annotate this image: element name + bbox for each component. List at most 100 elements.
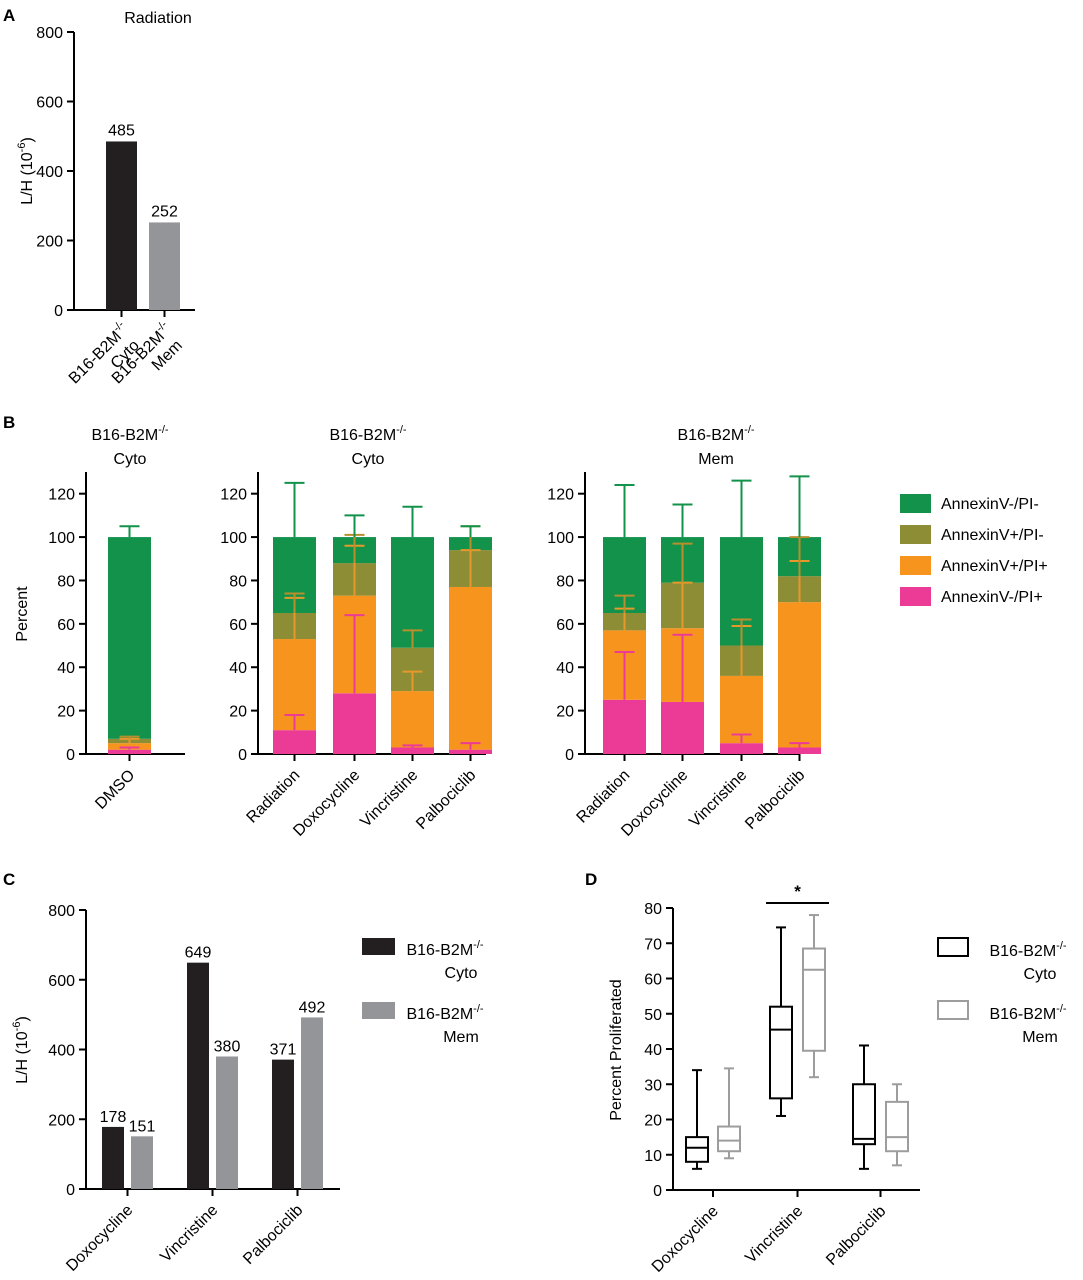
panel-c-data-label: 380	[214, 1038, 241, 1055]
panel-d-legend-label-line2: Cyto	[1024, 966, 1057, 983]
panel-d-legend-label-main: B16-B2M	[989, 1006, 1056, 1023]
panel-b-y-tick-label: 100	[220, 530, 247, 547]
panel-c-y-tick-label: 800	[48, 903, 75, 920]
panel-b-y-tick-label: 0	[565, 747, 574, 764]
panel-b-legend-label: AnnexinV-/PI+	[941, 589, 1043, 606]
panel-c-legend-label-main: B16-B2M	[406, 1006, 473, 1023]
panel-b: BPercentB16-B2M-/-Cyto020406080100120DMS…	[3, 413, 1048, 840]
panel-b-subplot-title-main: B16-B2M	[91, 427, 158, 444]
panel-d-y-tick-label: 40	[644, 1042, 662, 1059]
panel-c-bar	[131, 1136, 153, 1189]
panel-b-y-tick-label: 60	[229, 617, 247, 634]
panel-b-stack-segment	[449, 749, 492, 754]
panel-d-legend-label-line2: Mem	[1022, 1029, 1058, 1046]
panel-b-stack-segment	[333, 693, 376, 754]
panel-b-legend-swatch	[900, 556, 931, 575]
panel-d-legend-label-sup: -/-	[1056, 940, 1067, 952]
panel-c-legend-swatch	[362, 938, 395, 955]
panel-d: D Percent Proliferated 0 10 20 30 40 50 60 70 80 Do…	[585, 870, 1067, 1276]
panel-b-stack-segment	[661, 701, 704, 754]
panel-a-bar	[106, 141, 137, 310]
panel-c-bar	[272, 1059, 294, 1189]
panel-b-x-tick-label: DMSO	[92, 767, 138, 813]
panel-b-y-tick-label: 0	[66, 747, 75, 764]
panel-a-y-tick-label: 800	[36, 25, 63, 42]
panel-b-x-tick-label: Vincristine	[357, 767, 421, 831]
panel-label-d: D	[585, 870, 597, 889]
panel-d-y-tick-label: 60	[644, 972, 662, 989]
panel-c-x-tick-label: Vincristine	[157, 1202, 221, 1266]
panel-b-y-tick-label: 80	[229, 573, 247, 590]
panel-d-box	[802, 947, 826, 1052]
panel-b-y-axis-label: Percent	[14, 586, 31, 642]
panel-c-data-label: 178	[100, 1109, 127, 1126]
panel-a-y-tick-label: 0	[54, 303, 63, 320]
panel-b-stack-segment	[108, 743, 151, 750]
panel-a-data-label: 485	[108, 122, 135, 139]
panel-b-y-tick-label: 40	[229, 660, 247, 677]
panel-label-b: B	[3, 413, 15, 432]
panel-b-legend-swatch	[900, 525, 931, 544]
panel-d-box	[717, 1125, 741, 1153]
panel-c-y-tick-label: 600	[48, 973, 75, 990]
panel-b-stack-segment	[778, 747, 821, 754]
panel-b-y-tick-label: 120	[48, 487, 75, 504]
panel-b-y-tick-label: 120	[547, 487, 574, 504]
panel-c-y-axis-label-sup: -6	[11, 1022, 23, 1032]
panel-b-y-tick-label: 100	[547, 530, 574, 547]
panel-b-y-tick-label: 20	[556, 704, 574, 721]
panel-b-y-tick-label: 80	[556, 573, 574, 590]
panel-a-bar	[149, 222, 180, 310]
panel-b-legend-label: AnnexinV-/PI-	[941, 496, 1039, 513]
panel-d-y-tick-label: 20	[644, 1113, 662, 1130]
panel-b-subplot-title-sup: -/-	[158, 424, 169, 436]
panel-b-y-tick-label: 20	[229, 704, 247, 721]
panel-b-y-tick-label: 80	[57, 573, 75, 590]
panel-d-y-axis-label: Percent Proliferated	[608, 979, 625, 1120]
panel-b-subplot-title-sup: -/-	[744, 424, 755, 436]
panel-b-subplot: B16-B2M-/-Cyto020406080100120RadiationDo…	[220, 424, 492, 840]
panel-c-legend-label-main: B16-B2M	[406, 942, 473, 959]
panel-b-stack-segment	[720, 675, 763, 744]
panel-d-legend-swatch	[937, 937, 969, 957]
panel-b-legend-swatch	[900, 494, 931, 513]
panel-c-bar	[187, 962, 209, 1189]
panel-c-legend-label-sup: -/-	[473, 1003, 484, 1015]
panel-d-legend-label-sup: -/-	[1056, 1003, 1067, 1015]
panel-b-x-tick-label: Vincristine	[686, 767, 750, 831]
panel-d-legend-label: B16-B2M-/-	[989, 1003, 1066, 1023]
panel-a-y-tick-label: 400	[36, 164, 63, 181]
panel-b-stack-segment	[603, 699, 646, 754]
panel-b-stack-segment	[108, 537, 151, 739]
panel-b-subplot-title-main: B16-B2M	[677, 427, 744, 444]
panel-b-subplot-title: B16-B2M-/-	[677, 424, 754, 444]
panel-c-legend-label-line2: Mem	[443, 1029, 479, 1046]
panel-d-x-tick-label: Vincristine	[742, 1203, 806, 1267]
panel-b-stack-segment	[720, 743, 763, 754]
panel-c-y-axis-label-main: L/H (10	[14, 1031, 31, 1084]
panel-c-data-label: 649	[185, 945, 212, 962]
panel-b-subplot: B16-B2M-/-Mem020406080100120RadiationDox…	[547, 424, 821, 840]
panel-d-legend-label: B16-B2M-/-	[989, 940, 1066, 960]
panel-b-legend-label: AnnexinV+/PI-	[941, 527, 1044, 544]
panel-b-stack-segment	[108, 749, 151, 754]
panel-b-y-tick-label: 100	[48, 530, 75, 547]
panel-c-data-label: 371	[270, 1042, 297, 1059]
panel-a-y-tick-label: 600	[36, 95, 63, 112]
panel-c-x-tick-label: Doxocycline	[63, 1202, 136, 1275]
panel-b-y-tick-label: 40	[57, 660, 75, 677]
panel-b-subplot: B16-B2M-/- Cyto 0 20 40 60 80 100 120 DMSO	[48, 424, 185, 813]
panel-b-subplot-title: B16-B2M-/-	[91, 424, 168, 444]
panel-d-y-tick-label: 10	[644, 1148, 662, 1165]
panel-b-subplot-title: B16-B2M-/-	[329, 424, 406, 444]
panel-c-y-tick-label: 0	[66, 1182, 75, 1199]
panel-c-y-axis-label-tail: )	[14, 1016, 31, 1021]
panel-b-stack-segment	[778, 602, 821, 748]
panel-b-y-tick-label: 60	[57, 617, 75, 634]
panel-b-y-tick-label: 20	[57, 704, 75, 721]
panel-d-x-tick-label: Doxocycline	[649, 1203, 722, 1276]
panel-c-data-label: 492	[299, 999, 326, 1016]
